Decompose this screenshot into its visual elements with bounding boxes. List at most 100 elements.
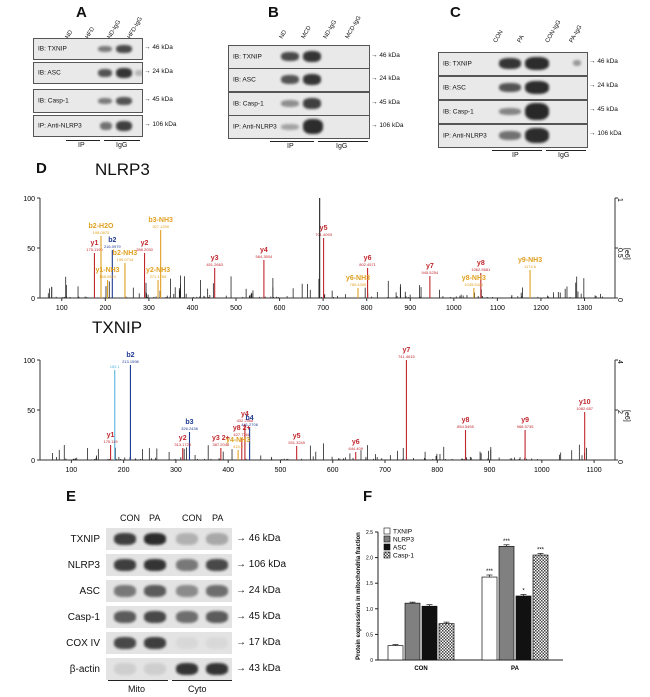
blot-row: IB: TXNIP	[33, 38, 143, 60]
bar	[481, 576, 498, 661]
lane-label: CON-IgG	[544, 19, 563, 44]
protein-band	[114, 533, 136, 545]
legend-swatch	[383, 527, 391, 535]
blot-row: IB: ASC	[228, 68, 370, 92]
legend-swatch	[383, 543, 391, 551]
ion-mass: 326.2438	[181, 426, 198, 431]
lane-label: ND-IgG	[322, 19, 339, 40]
panel-c-label: C	[450, 4, 461, 21]
blot-row: IB: Casp-1	[438, 100, 588, 124]
kda-marker: → 45 kDa	[144, 96, 173, 103]
lane-label: CON	[492, 29, 505, 44]
lane-label: ND	[278, 29, 289, 40]
x-tick-label: 800	[431, 467, 443, 474]
lane-label: PA	[149, 513, 161, 523]
ion-mass: 1062.5681	[471, 267, 491, 272]
ion-mass: 1082.657	[576, 406, 593, 411]
x-tick-label: 900	[404, 305, 416, 312]
kda-marker: → 24 kDa	[144, 68, 173, 75]
lane-label: PA	[212, 513, 224, 523]
kda-marker: → 46 kDa	[144, 44, 173, 51]
ion-mass: 441.2706	[241, 422, 258, 427]
blot-row: IP: Anti-NLRP3	[438, 124, 588, 148]
ion-label: b4	[246, 415, 254, 422]
ion-label: y2	[179, 435, 187, 442]
blot-row	[106, 528, 232, 550]
x-tick-label: 700	[379, 467, 391, 474]
x-tick-label: 500	[230, 305, 242, 312]
group-label: Cyto	[188, 684, 207, 694]
ion-mass: 1174.6	[524, 264, 537, 269]
lane-label: PA-IgG	[568, 24, 584, 44]
ion-label: y7	[403, 347, 411, 354]
group-label: Mito	[128, 684, 146, 694]
ion-mass: 741.4615	[398, 354, 415, 359]
blot-row-label: IP: Anti-NLRP3	[443, 132, 487, 140]
blot-row-label: ASC	[79, 586, 100, 597]
ion-mass: 451.2663	[206, 262, 223, 267]
kda-marker: → 45 kDa	[236, 611, 281, 622]
protein-band	[206, 585, 228, 597]
blot-row-label: TXNIP	[70, 534, 100, 545]
legend-label: ASC	[393, 545, 407, 552]
bar	[438, 623, 455, 661]
ion-label: y1	[107, 432, 115, 439]
ion-label: y1-NH3	[95, 267, 119, 274]
group-label: IP	[512, 152, 519, 159]
ion-mass: 432.2568	[237, 418, 254, 423]
ion-mass: 158.0924	[99, 274, 116, 279]
x-tick-label: 600	[327, 467, 339, 474]
protein-band	[176, 637, 198, 649]
kda-marker: → 24 kDa	[236, 585, 281, 596]
blot-row	[106, 580, 232, 602]
protein-band	[176, 663, 198, 675]
ion-mass: 968.5735	[517, 424, 534, 429]
bar	[532, 554, 549, 661]
ion-mass: 327.1299	[152, 224, 169, 229]
blot-row: IB: TXNIP	[438, 52, 588, 76]
ion-mass: 216.0979	[104, 244, 121, 249]
significance-marker: *	[522, 588, 525, 594]
group-label: IgG	[116, 142, 128, 149]
bar	[404, 602, 421, 661]
ion-label: y8 2+	[233, 425, 251, 432]
y-tick-label: 1.5	[366, 581, 373, 587]
blot-row	[106, 554, 232, 576]
blot-row-label: IP: Anti-NLRP3	[233, 123, 277, 131]
ion-label: y5	[320, 225, 328, 232]
ion-label: b2-H2O	[89, 223, 114, 230]
bar-chart: 0 0.5 1.0 1.5 2.0 2.5 Protein expressions in m…	[356, 527, 563, 672]
protein-band	[206, 533, 228, 545]
y-tick-label: 2.5	[366, 530, 373, 536]
significance-marker: ***	[537, 548, 545, 554]
protein-band	[144, 585, 166, 597]
ion-mass: 175.1190	[86, 247, 103, 252]
ion-label: y6	[352, 439, 360, 446]
ion-label: b3-NH3	[148, 217, 173, 224]
blot-row	[106, 606, 232, 628]
ion-mass: 183.1	[110, 364, 121, 369]
ion-mass: 802.4571	[359, 262, 376, 267]
protein-band	[206, 611, 228, 623]
blot-row-label: IB: ASC	[233, 76, 256, 84]
blot-row	[106, 658, 232, 680]
ion-label: y9-NH3	[518, 257, 542, 264]
y-tick-label: 0	[31, 458, 35, 465]
ion-label: y4-NH3	[226, 437, 250, 444]
kda-marker: → 17 kDa	[236, 637, 281, 648]
protein-band	[114, 585, 136, 597]
kda-marker: → 106 kDa	[144, 121, 177, 128]
y-tick-label: 100	[23, 358, 35, 365]
x-tick-label: 500	[275, 467, 287, 474]
lane-label: CON	[182, 513, 202, 523]
ion-mass: 288.2030	[136, 247, 153, 252]
ion-mass: 199.0714	[117, 257, 134, 262]
blot-row-label: COX IV	[66, 638, 100, 649]
ion-mass: 387.2048	[213, 442, 230, 447]
ion-mass: 644.409	[348, 446, 363, 451]
ion-label: y4	[241, 411, 249, 418]
kda-marker: → 46 kDa	[236, 533, 281, 544]
ion-label: y10	[579, 399, 591, 406]
blot-row-label: IB: Casp-1	[38, 97, 69, 105]
right-tick-label: 2	[616, 410, 623, 414]
